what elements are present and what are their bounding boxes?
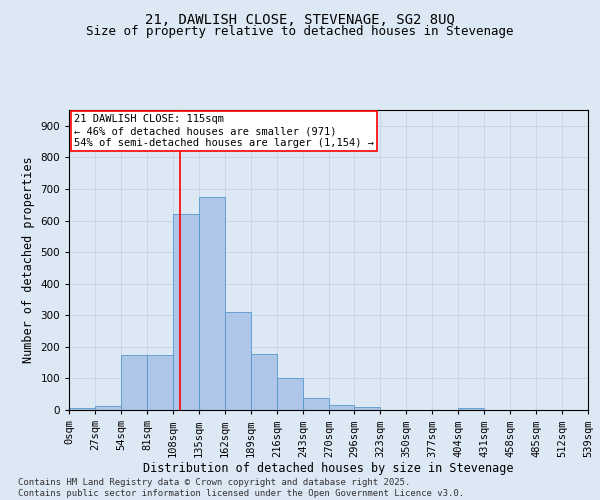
Bar [95,406,121,410]
Text: 21 DAWLISH CLOSE: 115sqm
← 46% of detached houses are smaller (971)
54% of semi-: 21 DAWLISH CLOSE: 115sqm ← 46% of detach… [74,114,374,148]
Y-axis label: Number of detached properties: Number of detached properties [22,156,35,364]
Bar [199,197,225,410]
X-axis label: Distribution of detached houses by size in Stevenage: Distribution of detached houses by size … [143,462,514,475]
Bar [458,408,484,410]
Bar [225,312,251,410]
Bar [69,408,95,410]
Bar [277,378,303,410]
Bar [251,354,277,410]
Bar [121,354,147,410]
Bar [173,214,199,410]
Bar [303,398,329,410]
Bar [147,354,173,410]
Text: Size of property relative to detached houses in Stevenage: Size of property relative to detached ho… [86,25,514,38]
Text: Contains HM Land Registry data © Crown copyright and database right 2025.
Contai: Contains HM Land Registry data © Crown c… [18,478,464,498]
Bar [329,406,354,410]
Text: 21, DAWLISH CLOSE, STEVENAGE, SG2 8UQ: 21, DAWLISH CLOSE, STEVENAGE, SG2 8UQ [145,12,455,26]
Bar [354,407,380,410]
